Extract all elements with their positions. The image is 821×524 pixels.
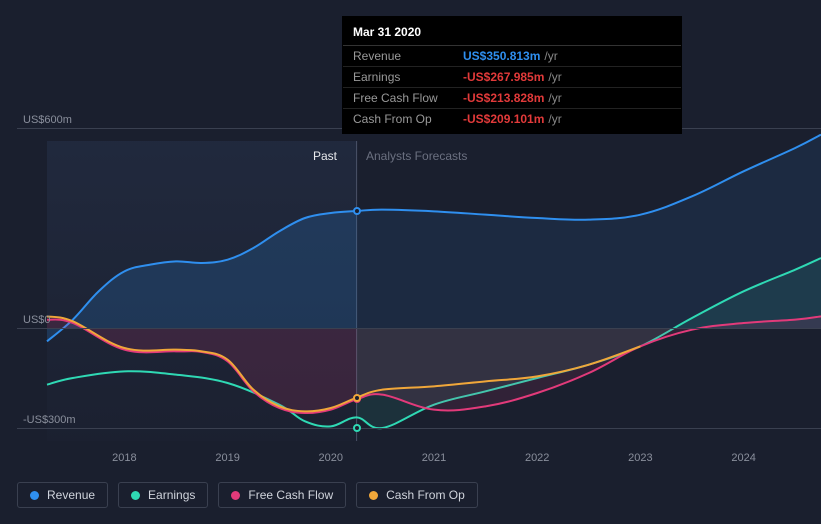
tooltip-row-value: -US$267.985m [463, 70, 544, 84]
x-axis-label: 2021 [422, 452, 446, 464]
y-axis-label: US$600m [23, 114, 72, 126]
y-axis-label: US$0 [23, 314, 51, 326]
tooltip-date: Mar 31 2020 [343, 23, 681, 46]
x-axis-label: 2019 [215, 452, 239, 464]
y-axis-label: -US$300m [23, 414, 76, 426]
tooltip-row-label: Cash From Op [353, 112, 463, 126]
chart-tooltip: Mar 31 2020 RevenueUS$350.813m/yrEarning… [342, 16, 682, 134]
x-axis-label: 2024 [731, 452, 755, 464]
gridline [17, 328, 821, 329]
area-fcf-future [357, 316, 821, 410]
line-earnings [47, 258, 821, 428]
line-cfo [47, 316, 640, 411]
x-axis-label: 2023 [628, 452, 652, 464]
line-fcf [47, 316, 821, 413]
x-axis-label: 2018 [112, 452, 136, 464]
legend-label: Cash From Op [386, 488, 465, 502]
x-axis-label: 2022 [525, 452, 549, 464]
past-region-shade [47, 141, 357, 441]
tooltip-row: Earnings-US$267.985m/yr [343, 67, 681, 88]
area-revenue-future [357, 135, 821, 328]
tooltip-row: Cash From Op-US$209.101m/yr [343, 109, 681, 129]
tooltip-row-value: -US$213.828m [463, 91, 544, 105]
tooltip-row-label: Earnings [353, 70, 463, 84]
tooltip-row-value: -US$209.101m [463, 112, 544, 126]
legend-swatch [30, 491, 39, 500]
legend-label: Free Cash Flow [248, 488, 333, 502]
past-label: Past [313, 149, 337, 163]
tooltip-row-unit: /yr [548, 70, 561, 84]
marker-earnings [353, 424, 361, 432]
legend-item-cfo[interactable]: Cash From Op [356, 482, 478, 508]
legend-swatch [369, 491, 378, 500]
marker-cfo [353, 394, 361, 402]
tooltip-row-value: US$350.813m [463, 49, 540, 63]
tooltip-row: RevenueUS$350.813m/yr [343, 46, 681, 67]
legend-item-earnings[interactable]: Earnings [118, 482, 208, 508]
area-fcf-past [47, 320, 357, 414]
tooltip-row-label: Free Cash Flow [353, 91, 463, 105]
area-earnings-future [357, 258, 821, 428]
tooltip-row: Free Cash Flow-US$213.828m/yr [343, 88, 681, 109]
legend-item-revenue[interactable]: Revenue [17, 482, 108, 508]
area-revenue-past [47, 211, 357, 341]
marker-revenue [353, 207, 361, 215]
legend-swatch [231, 491, 240, 500]
tooltip-row-label: Revenue [353, 49, 463, 63]
gridline [17, 428, 821, 429]
forecast-label: Analysts Forecasts [366, 149, 467, 163]
legend-item-fcf[interactable]: Free Cash Flow [218, 482, 346, 508]
legend-label: Earnings [148, 488, 195, 502]
tooltip-rows: RevenueUS$350.813m/yrEarnings-US$267.985… [343, 46, 681, 129]
legend-swatch [131, 491, 140, 500]
tooltip-row-unit: /yr [548, 91, 561, 105]
line-revenue [47, 135, 821, 342]
chart-legend: Revenue Earnings Free Cash Flow Cash From O… [17, 482, 478, 508]
legend-label: Revenue [47, 488, 95, 502]
tooltip-row-unit: /yr [548, 112, 561, 126]
x-axis-label: 2020 [319, 452, 343, 464]
tooltip-row-unit: /yr [544, 49, 557, 63]
